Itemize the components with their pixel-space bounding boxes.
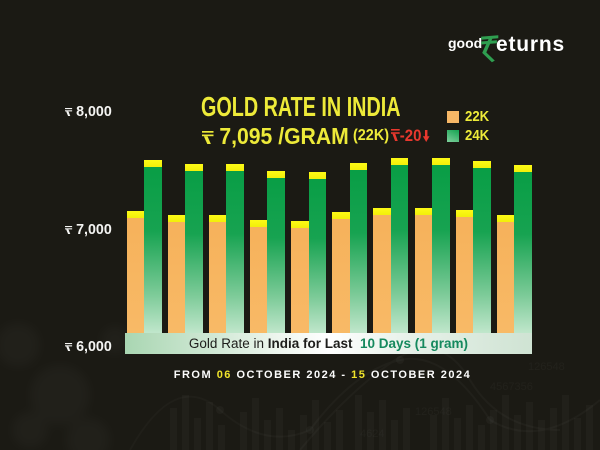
svg-text:4567356: 4567356: [490, 381, 533, 393]
svg-text:4624: 4624: [360, 428, 384, 440]
svg-text:126548: 126548: [415, 406, 452, 418]
